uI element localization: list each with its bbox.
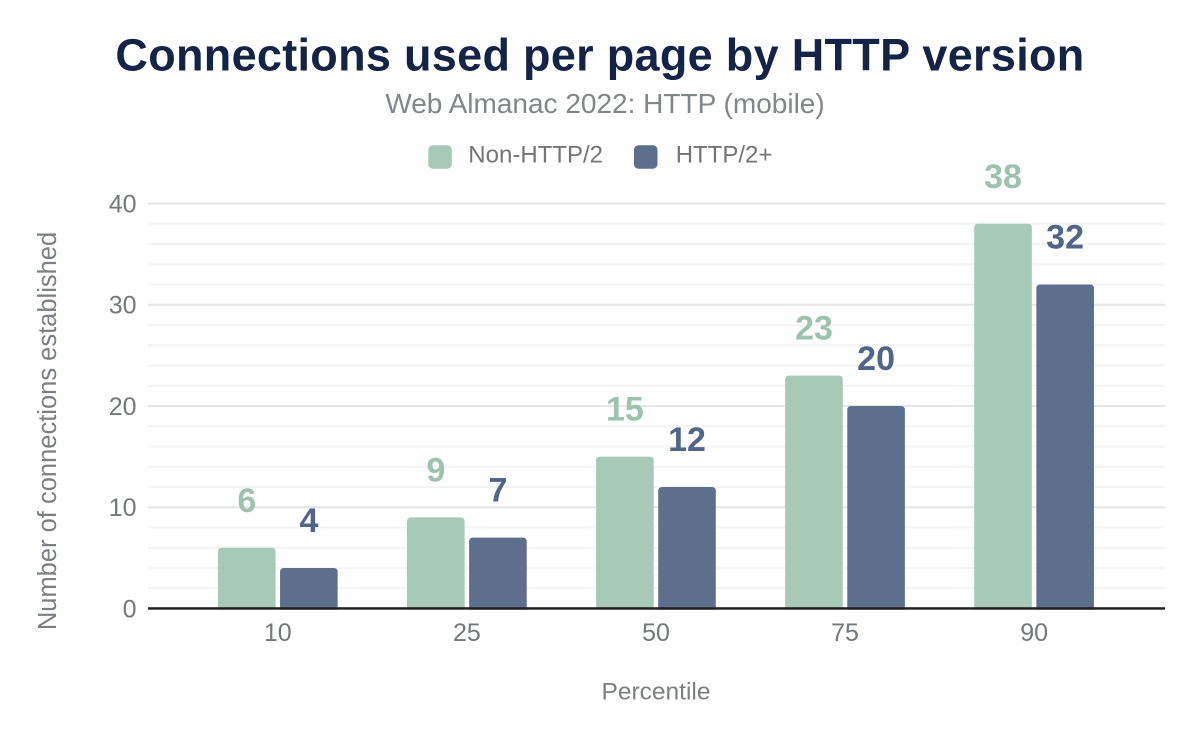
svg-text:30: 30 [109,292,137,320]
svg-text:23: 23 [795,310,833,348]
svg-text:Web Almanac 2022: HTTP (mobile: Web Almanac 2022: HTTP (mobile) [385,88,824,119]
svg-text:38: 38 [984,158,1022,196]
svg-text:Non-HTTP/2: Non-HTTP/2 [468,141,603,168]
svg-text:9: 9 [426,451,445,489]
svg-text:10: 10 [109,494,137,522]
svg-text:40: 40 [109,190,137,218]
svg-text:75: 75 [831,619,859,647]
svg-text:25: 25 [453,619,481,647]
svg-text:Percentile: Percentile [602,679,711,706]
svg-text:15: 15 [606,391,644,429]
svg-text:32: 32 [1046,219,1084,257]
svg-text:Number of connections establis: Number of connections established [34,232,62,630]
svg-text:90: 90 [1020,619,1048,647]
svg-text:20: 20 [109,393,137,421]
svg-text:4: 4 [299,502,318,540]
svg-text:6: 6 [237,482,256,520]
svg-text:HTTP/2+: HTTP/2+ [676,141,773,168]
svg-text:7: 7 [488,472,507,510]
svg-text:50: 50 [642,619,670,647]
svg-text:12: 12 [668,421,706,459]
svg-text:10: 10 [264,619,292,647]
svg-text:20: 20 [857,340,895,378]
svg-text:0: 0 [123,595,137,623]
svg-text:Connections used per page by H: Connections used per page by HTTP versio… [115,30,1084,81]
